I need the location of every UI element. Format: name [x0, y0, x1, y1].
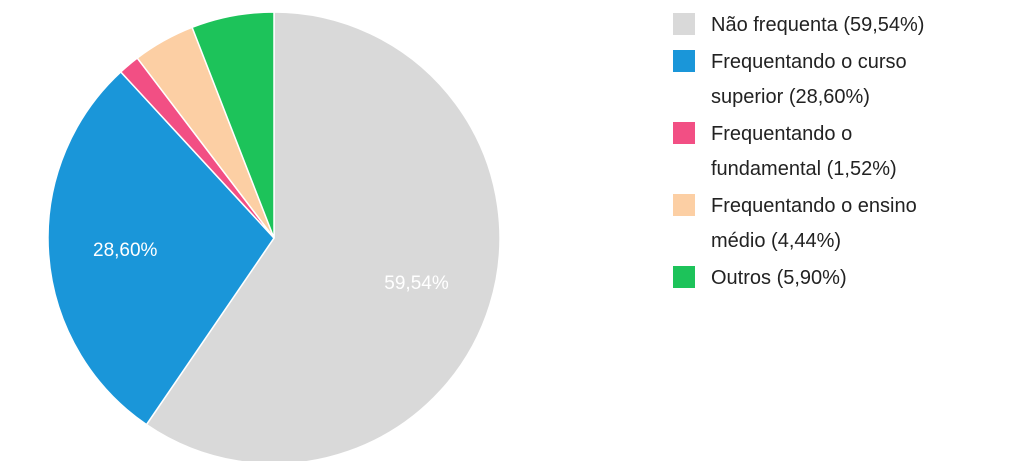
pie-slice-labels: 59,54% 28,60% — [93, 240, 449, 294]
legend-label: Frequentando o ensino — [711, 195, 917, 217]
pie-slice-label: 28,60% — [93, 240, 158, 261]
pie-slices — [47, 11, 501, 465]
legend-label: fundamental (1,52%) — [711, 158, 897, 180]
legend-label: Não frequenta (59,54%) — [711, 14, 924, 36]
legend-item: Outros (5,90%) — [673, 266, 847, 289]
legend-swatch — [673, 13, 695, 35]
legend-swatch — [673, 194, 695, 216]
chart-legend: Não frequenta (59,54%) Frequentando o cur… — [673, 13, 924, 289]
legend-item: Não frequenta (59,54%) — [673, 13, 924, 36]
legend-label: Outros (5,90%) — [711, 267, 847, 289]
legend-swatch — [673, 266, 695, 288]
legend-label: superior (28,60%) — [711, 86, 870, 108]
legend-label: Frequentando o — [711, 123, 852, 145]
pie-slice-label: 59,54% — [384, 273, 449, 294]
legend-item: Frequentando o fundamental (1,52%) — [673, 122, 897, 180]
pie-slice — [191, 11, 275, 239]
pie-slice — [47, 70, 275, 426]
legend-label: Frequentando o curso — [711, 51, 907, 73]
legend-item: Frequentando o curso superior (28,60%) — [673, 50, 907, 108]
legend-item: Frequentando o ensino médio (4,44%) — [673, 194, 917, 252]
legend-label: médio (4,44%) — [711, 230, 841, 252]
legend-swatch — [673, 122, 695, 144]
legend-swatch — [673, 50, 695, 72]
